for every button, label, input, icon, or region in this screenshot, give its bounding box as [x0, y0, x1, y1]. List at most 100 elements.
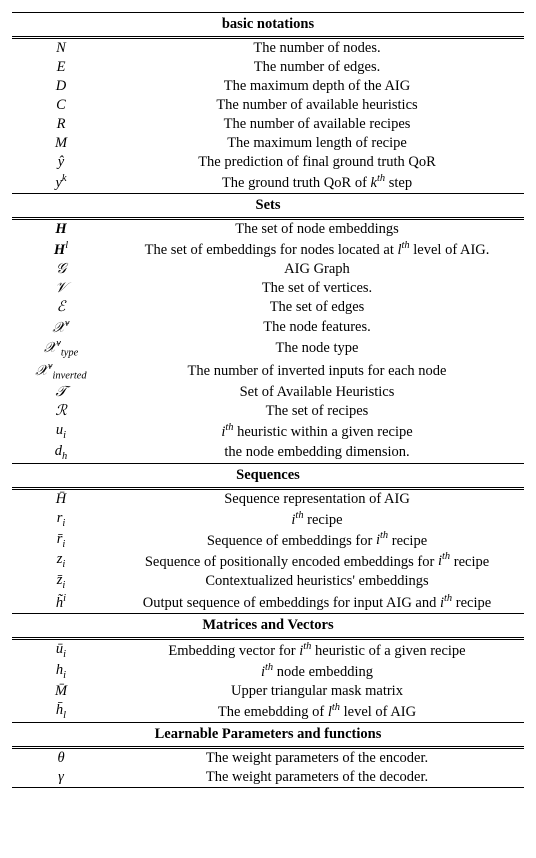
- section-title: basic notations: [12, 13, 524, 38]
- table-row: 𝒱The set of vertices.: [12, 279, 524, 298]
- symbol-cell: 𝒱: [12, 279, 110, 298]
- description-cell: The weight parameters of the encoder.: [110, 747, 524, 768]
- description-cell: The number of available recipes: [110, 115, 524, 134]
- section-title: Sets: [12, 193, 524, 218]
- table-row: dhthe node embedding dimension.: [12, 442, 524, 463]
- symbol-cell: 𝒳vtype: [12, 337, 110, 360]
- symbol-cell: yk: [12, 172, 110, 193]
- section-header: Sets: [12, 193, 524, 218]
- description-cell: Sequence representation of AIG: [110, 488, 524, 509]
- table-row: h̃iOutput sequence of embeddings for inp…: [12, 592, 524, 613]
- symbol-cell: E: [12, 58, 110, 77]
- table-row: h̄lThe emebdding of lth level of AIG: [12, 701, 524, 722]
- symbol-cell: r̄i: [12, 530, 110, 551]
- section-header: Matrices and Vectors: [12, 614, 524, 639]
- section-header: Sequences: [12, 463, 524, 488]
- symbol-cell: ŷ: [12, 153, 110, 172]
- symbol-cell: N: [12, 38, 110, 59]
- section-header: Learnable Parameters and functions: [12, 722, 524, 747]
- table-row: hiith node embedding: [12, 661, 524, 682]
- description-cell: The maximum depth of the AIG: [110, 77, 524, 96]
- symbol-cell: Hl: [12, 239, 110, 260]
- symbol-cell: ūi: [12, 639, 110, 661]
- symbol-cell: M: [12, 134, 110, 153]
- symbol-cell: h̄l: [12, 701, 110, 722]
- symbol-cell: R: [12, 115, 110, 134]
- symbol-cell: 𝒯: [12, 383, 110, 402]
- table-row: γThe weight parameters of the decoder.: [12, 768, 524, 788]
- table-row: 𝒯Set of Available Heuristics: [12, 383, 524, 402]
- table-row: ℰThe set of edges: [12, 298, 524, 317]
- symbol-cell: H: [12, 218, 110, 239]
- description-cell: The set of edges: [110, 298, 524, 317]
- symbol-cell: ℰ: [12, 298, 110, 317]
- description-cell: the node embedding dimension.: [110, 442, 524, 463]
- symbol-cell: ui: [12, 421, 110, 442]
- table-row: ūiEmbedding vector for ith heuristic of …: [12, 639, 524, 661]
- symbol-cell: H̄: [12, 488, 110, 509]
- table-row: HlThe set of embeddings for nodes locate…: [12, 239, 524, 260]
- symbol-cell: zi: [12, 550, 110, 571]
- table-row: CThe number of available heuristics: [12, 96, 524, 115]
- table-row: r̄iSequence of embeddings for ith recipe: [12, 530, 524, 551]
- description-cell: Output sequence of embeddings for input …: [110, 592, 524, 613]
- description-cell: The set of vertices.: [110, 279, 524, 298]
- notation-table: basic notationsNThe number of nodes.EThe…: [12, 12, 524, 788]
- table-row: MThe maximum length of recipe: [12, 134, 524, 153]
- description-cell: Embedding vector for ith heuristic of a …: [110, 639, 524, 661]
- symbol-cell: 𝒳v: [12, 317, 110, 338]
- table-row: riith recipe: [12, 509, 524, 530]
- table-row: ℛThe set of recipes: [12, 402, 524, 421]
- symbol-cell: 𝒳vinverted: [12, 360, 110, 383]
- symbol-cell: ℛ: [12, 402, 110, 421]
- section-title: Sequences: [12, 463, 524, 488]
- description-cell: The set of recipes: [110, 402, 524, 421]
- table-row: ykThe ground truth QoR of kth step: [12, 172, 524, 193]
- table-row: EThe number of edges.: [12, 58, 524, 77]
- table-row: 𝒳vtypeThe node type: [12, 337, 524, 360]
- symbol-cell: γ: [12, 768, 110, 788]
- description-cell: The number of inverted inputs for each n…: [110, 360, 524, 383]
- section-title: Learnable Parameters and functions: [12, 722, 524, 747]
- symbol-cell: 𝒢: [12, 260, 110, 279]
- table-row: ziSequence of positionally encoded embed…: [12, 550, 524, 571]
- table-body: basic notationsNThe number of nodes.EThe…: [12, 13, 524, 788]
- table-row: z̄iContextualized heuristics' embeddings: [12, 571, 524, 592]
- description-cell: ith node embedding: [110, 661, 524, 682]
- symbol-cell: D: [12, 77, 110, 96]
- description-cell: The maximum length of recipe: [110, 134, 524, 153]
- symbol-cell: θ: [12, 747, 110, 768]
- description-cell: The emebdding of lth level of AIG: [110, 701, 524, 722]
- table-row: uiith heuristic within a given recipe: [12, 421, 524, 442]
- symbol-cell: M̄: [12, 682, 110, 701]
- description-cell: Sequence of positionally encoded embeddi…: [110, 550, 524, 571]
- symbol-cell: ri: [12, 509, 110, 530]
- description-cell: Upper triangular mask matrix: [110, 682, 524, 701]
- table-row: 𝒳vinvertedThe number of inverted inputs …: [12, 360, 524, 383]
- description-cell: The number of available heuristics: [110, 96, 524, 115]
- symbol-cell: dh: [12, 442, 110, 463]
- description-cell: The number of nodes.: [110, 38, 524, 59]
- table-row: ŷThe prediction of final ground truth Qo…: [12, 153, 524, 172]
- description-cell: The prediction of final ground truth QoR: [110, 153, 524, 172]
- section-header: basic notations: [12, 13, 524, 38]
- table-row: HThe set of node embeddings: [12, 218, 524, 239]
- table-row: 𝒳vThe node features.: [12, 317, 524, 338]
- table-row: H̄Sequence representation of AIG: [12, 488, 524, 509]
- description-cell: Sequence of embeddings for ith recipe: [110, 530, 524, 551]
- description-cell: The weight parameters of the decoder.: [110, 768, 524, 788]
- table-row: 𝒢AIG Graph: [12, 260, 524, 279]
- description-cell: The number of edges.: [110, 58, 524, 77]
- description-cell: The node type: [110, 337, 524, 360]
- table-row: θThe weight parameters of the encoder.: [12, 747, 524, 768]
- table-row: M̄Upper triangular mask matrix: [12, 682, 524, 701]
- symbol-cell: h̃i: [12, 592, 110, 613]
- description-cell: The set of node embeddings: [110, 218, 524, 239]
- table-row: DThe maximum depth of the AIG: [12, 77, 524, 96]
- description-cell: AIG Graph: [110, 260, 524, 279]
- symbol-cell: C: [12, 96, 110, 115]
- table-row: NThe number of nodes.: [12, 38, 524, 59]
- description-cell: The ground truth QoR of kth step: [110, 172, 524, 193]
- description-cell: ith heuristic within a given recipe: [110, 421, 524, 442]
- symbol-cell: z̄i: [12, 571, 110, 592]
